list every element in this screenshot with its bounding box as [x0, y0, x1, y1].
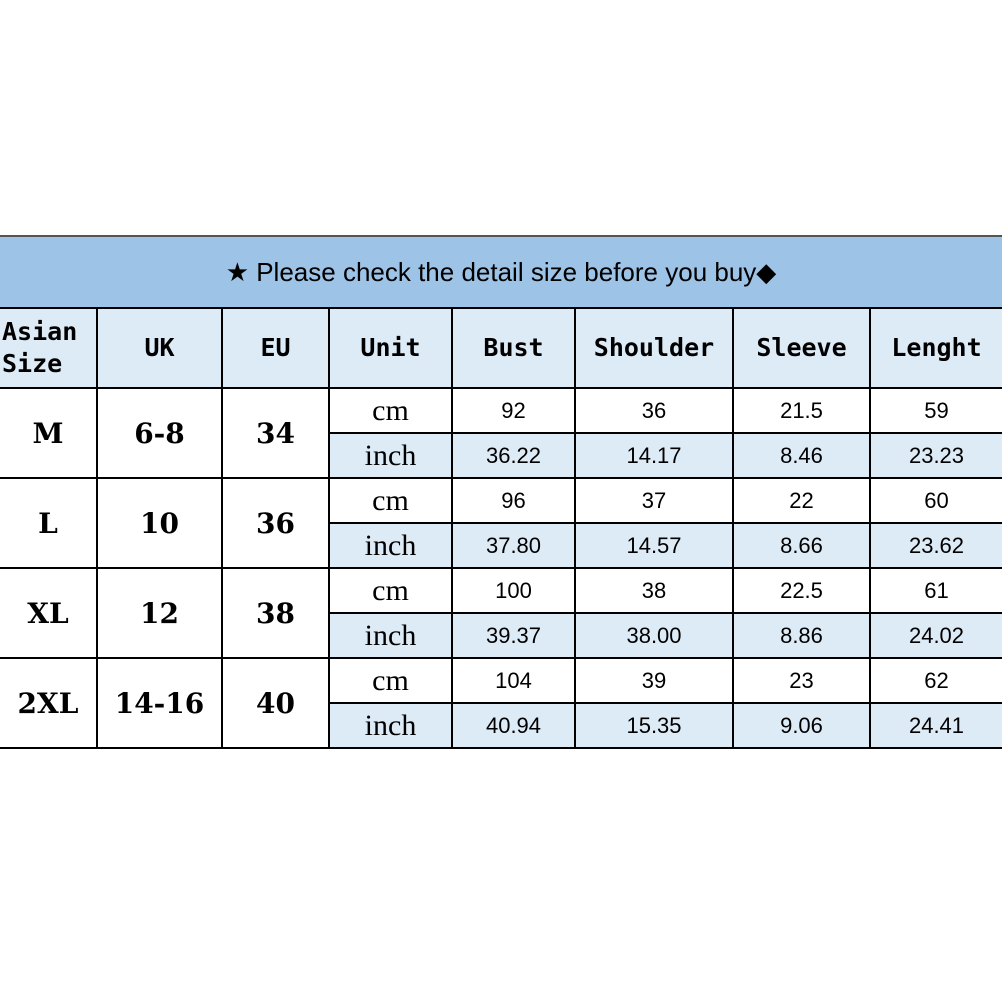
- eu-size-cell: 40: [221, 657, 330, 749]
- header-eu: EU: [221, 307, 330, 389]
- table-row-inch: inch 39.37 38.00 8.86 24.02: [0, 612, 1002, 659]
- size-chart-banner: ★ Please check the detail size before yo…: [0, 235, 1002, 307]
- length-cell: 24.41: [869, 702, 1002, 749]
- bust-cell: 96: [451, 477, 576, 524]
- header-uk: UK: [96, 307, 223, 389]
- sleeve-cell: 8.66: [732, 522, 871, 569]
- shoulder-cell: 36: [574, 387, 734, 434]
- sleeve-cell: 8.46: [732, 432, 871, 479]
- asian-size-cell: M: [0, 387, 98, 479]
- header-row: Asian Size UK EU Unit Bust Shoulder Slee…: [0, 307, 1002, 389]
- shoulder-cell: 38.00: [574, 612, 734, 659]
- bust-cell: 104: [451, 657, 576, 704]
- length-cell: 62: [869, 657, 1002, 704]
- shoulder-cell: 39: [574, 657, 734, 704]
- bust-cell: 40.94: [451, 702, 576, 749]
- eu-size-cell: 38: [221, 567, 330, 659]
- unit-cell: inch: [329, 432, 453, 479]
- table-row-cm: 2XL 14-16 40 cm 104 39 23 62: [0, 657, 1002, 749]
- shoulder-cell: 37: [574, 477, 734, 524]
- header-bust: Bust: [451, 307, 576, 389]
- asian-size-cell: L: [0, 477, 98, 569]
- length-cell: 24.02: [869, 612, 1002, 659]
- header-shoulder: Shoulder: [574, 307, 734, 389]
- table-row-cm: M 6-8 34 cm 92 36 21.5 59: [0, 387, 1002, 479]
- shoulder-cell: 38: [574, 567, 734, 614]
- asian-size-cell: 2XL: [0, 657, 98, 749]
- bust-cell: 36.22: [451, 432, 576, 479]
- sleeve-cell: 23: [732, 657, 871, 704]
- length-cell: 60: [869, 477, 1002, 524]
- eu-size-cell: 36: [221, 477, 330, 569]
- unit-cell: inch: [329, 612, 453, 659]
- shoulder-cell: 14.57: [574, 522, 734, 569]
- table-row-cm: L 10 36 cm 96 37 22 60: [0, 477, 1002, 569]
- bust-cell: 39.37: [451, 612, 576, 659]
- uk-size-cell: 10: [96, 477, 223, 569]
- sleeve-cell: 21.5: [732, 387, 871, 434]
- unit-cell: inch: [329, 702, 453, 749]
- bust-cell: 92: [451, 387, 576, 434]
- shoulder-cell: 15.35: [574, 702, 734, 749]
- table-row-inch: inch 36.22 14.17 8.46 23.23: [0, 432, 1002, 479]
- table-row-inch: inch 37.80 14.57 8.66 23.62: [0, 522, 1002, 569]
- header-asian-size: Asian Size: [0, 307, 98, 389]
- unit-cell: cm: [328, 657, 453, 704]
- table-row-inch: inch 40.94 15.35 9.06 24.41: [0, 702, 1002, 749]
- unit-cell: inch: [329, 522, 453, 569]
- banner-text: ★ Please check the detail size before yo…: [225, 256, 777, 287]
- unit-cell: cm: [328, 567, 453, 614]
- uk-size-cell: 12: [96, 567, 223, 659]
- unit-cell: cm: [328, 477, 453, 524]
- length-cell: 23.62: [869, 522, 1002, 569]
- shoulder-cell: 14.17: [574, 432, 734, 479]
- sleeve-cell: 22.5: [732, 567, 871, 614]
- table-row-cm: XL 12 38 cm 100 38 22.5 61: [0, 567, 1002, 659]
- length-cell: 23.23: [869, 432, 1002, 479]
- header-length: Lenght: [869, 307, 1002, 389]
- uk-size-cell: 14-16: [96, 657, 223, 749]
- sleeve-cell: 22: [732, 477, 871, 524]
- sleeve-cell: 9.06: [732, 702, 871, 749]
- eu-size-cell: 34: [221, 387, 330, 479]
- length-cell: 61: [869, 567, 1002, 614]
- bust-cell: 37.80: [451, 522, 576, 569]
- unit-cell: cm: [328, 387, 453, 434]
- asian-size-cell: XL: [0, 567, 98, 659]
- size-chart-table: Asian Size UK EU Unit Bust Shoulder Slee…: [0, 307, 1002, 749]
- bust-cell: 100: [451, 567, 576, 614]
- uk-size-cell: 6-8: [96, 387, 223, 479]
- header-unit: Unit: [328, 307, 453, 389]
- header-sleeve: Sleeve: [732, 307, 871, 389]
- length-cell: 59: [869, 387, 1002, 434]
- sleeve-cell: 8.86: [732, 612, 871, 659]
